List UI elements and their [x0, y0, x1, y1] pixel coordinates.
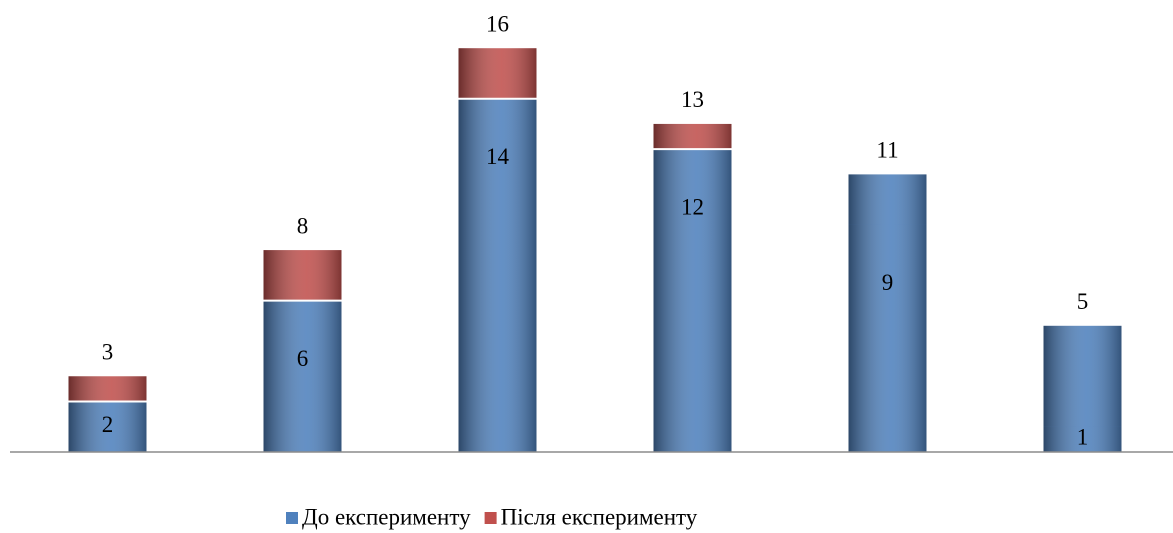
value-label: 9	[882, 270, 894, 295]
bar-shade	[1043, 426, 1122, 452]
bar-shade	[458, 98, 537, 453]
value-label: 1	[1077, 425, 1089, 450]
bar-shade	[263, 300, 342, 452]
bar-shade	[68, 401, 147, 452]
legend-label: До експерименту	[302, 504, 471, 529]
value-label: 2	[102, 412, 114, 437]
bar-shade	[848, 224, 927, 452]
value-label: 3	[102, 340, 114, 365]
value-label: 5	[1077, 289, 1089, 314]
value-label: 13	[681, 87, 704, 112]
legend-label: Після експерименту	[501, 504, 698, 529]
bar-shade	[653, 149, 732, 453]
value-label: 8	[297, 213, 309, 238]
value-label: 6	[297, 346, 309, 371]
value-label: 16	[486, 12, 509, 37]
legend-swatch	[286, 512, 298, 524]
value-label: 14	[486, 144, 510, 169]
value-label: 12	[681, 194, 704, 219]
value-label: 11	[876, 138, 898, 163]
legend-swatch	[484, 512, 497, 524]
